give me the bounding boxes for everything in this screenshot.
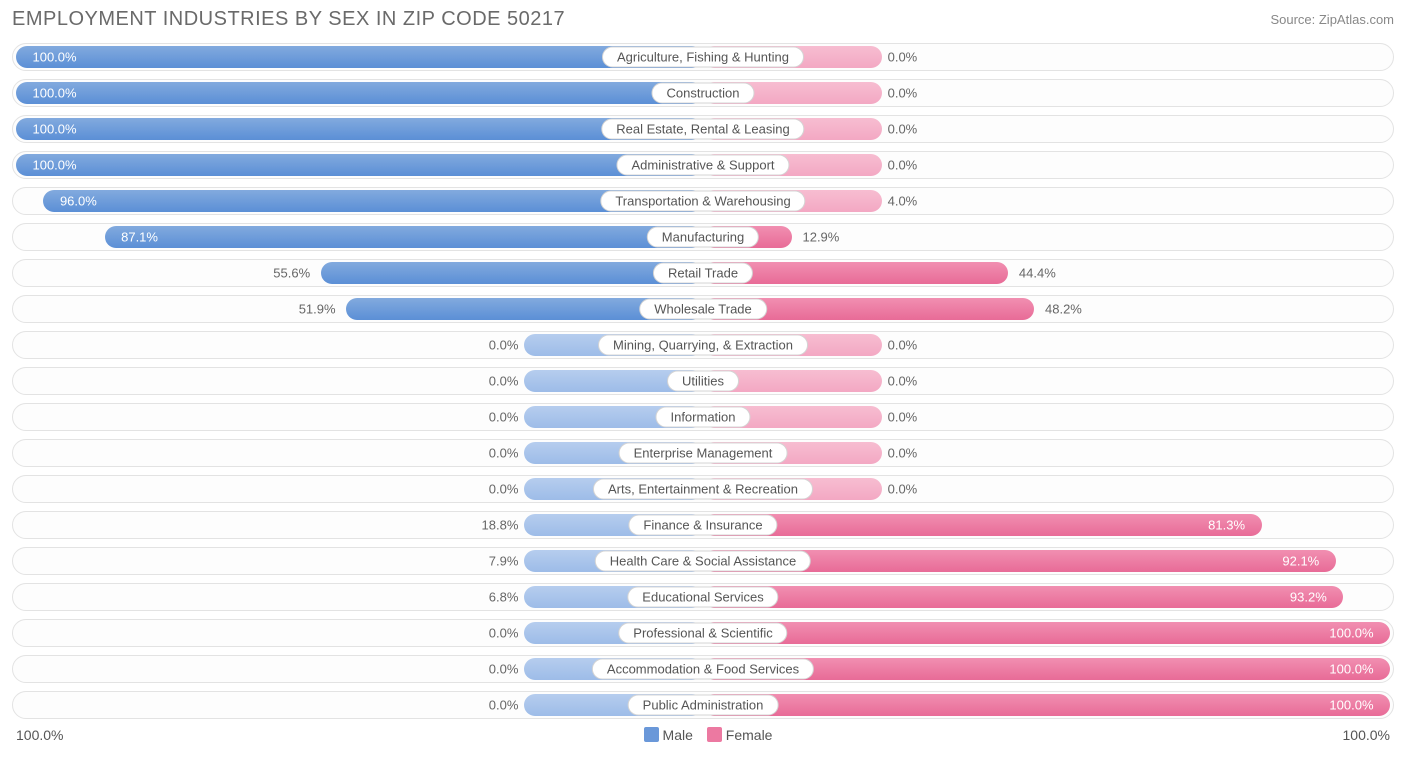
chart-row: 96.0% 4.0% Transportation & Warehousing <box>12 187 1394 215</box>
chart-row: 0.0% 100.0% Accommodation & Food Services <box>12 655 1394 683</box>
value-female: 0.0% <box>888 482 918 497</box>
bar-female <box>703 694 1390 716</box>
chart-row: 6.8% 93.2% Educational Services <box>12 583 1394 611</box>
category-label: Manufacturing <box>647 227 759 248</box>
category-label: Transportation & Warehousing <box>600 191 805 212</box>
chart-row: 0.0% 0.0% Information <box>12 403 1394 431</box>
value-male: 96.0% <box>60 194 97 209</box>
category-label: Information <box>655 407 750 428</box>
value-male: 6.8% <box>489 590 519 605</box>
value-male: 0.0% <box>489 446 519 461</box>
category-label: Arts, Entertainment & Recreation <box>593 479 813 500</box>
value-male: 0.0% <box>489 698 519 713</box>
category-label: Utilities <box>667 371 739 392</box>
legend-swatch-male <box>644 727 659 742</box>
value-female: 81.3% <box>1208 518 1245 533</box>
category-label: Public Administration <box>628 695 779 716</box>
value-female: 100.0% <box>1329 626 1373 641</box>
bar-male <box>16 154 703 176</box>
bar-male <box>16 118 703 140</box>
legend-swatch-female <box>707 727 722 742</box>
bar-female <box>703 514 1262 536</box>
chart-row: 100.0% 0.0% Construction <box>12 79 1394 107</box>
chart-row: 87.1% 12.9% Manufacturing <box>12 223 1394 251</box>
bar-female <box>703 622 1390 644</box>
value-female: 0.0% <box>888 50 918 65</box>
chart-row: 100.0% 0.0% Administrative & Support <box>12 151 1394 179</box>
category-label: Administrative & Support <box>616 155 789 176</box>
value-female: 0.0% <box>888 158 918 173</box>
diverging-bar-chart: 100.0% 0.0% Agriculture, Fishing & Hunting… <box>12 43 1394 719</box>
value-female: 44.4% <box>1019 266 1056 281</box>
value-male: 0.0% <box>489 482 519 497</box>
value-male: 0.0% <box>489 338 519 353</box>
chart-row: 100.0% 0.0% Real Estate, Rental & Leasing <box>12 115 1394 143</box>
value-male: 0.0% <box>489 662 519 677</box>
chart-row: 55.6% 44.4% Retail Trade <box>12 259 1394 287</box>
chart-row: 0.0% 0.0% Mining, Quarrying, & Extraction <box>12 331 1394 359</box>
chart-title: EMPLOYMENT INDUSTRIES BY SEX IN ZIP CODE… <box>12 8 565 31</box>
value-male: 55.6% <box>273 266 310 281</box>
value-female: 100.0% <box>1329 662 1373 677</box>
category-label: Finance & Insurance <box>628 515 777 536</box>
category-label: Wholesale Trade <box>639 299 767 320</box>
category-label: Construction <box>652 83 755 104</box>
value-female: 0.0% <box>888 86 918 101</box>
chart-row: 100.0% 0.0% Agriculture, Fishing & Hunting <box>12 43 1394 71</box>
value-male: 100.0% <box>32 122 76 137</box>
axis-left-label: 100.0% <box>16 727 63 743</box>
value-female: 92.1% <box>1282 554 1319 569</box>
value-male: 0.0% <box>489 410 519 425</box>
category-label: Mining, Quarrying, & Extraction <box>598 335 808 356</box>
value-female: 4.0% <box>888 194 918 209</box>
value-male: 0.0% <box>489 626 519 641</box>
value-male: 51.9% <box>299 302 336 317</box>
value-female: 0.0% <box>888 338 918 353</box>
source-attribution: Source: ZipAtlas.com <box>1270 12 1394 27</box>
chart-row: 0.0% 100.0% Professional & Scientific <box>12 619 1394 647</box>
value-male: 100.0% <box>32 158 76 173</box>
value-male: 87.1% <box>121 230 158 245</box>
category-label: Agriculture, Fishing & Hunting <box>602 47 804 68</box>
value-male: 7.9% <box>489 554 519 569</box>
bar-female <box>703 586 1343 608</box>
bar-male <box>16 46 703 68</box>
legend: Male Female <box>63 727 1342 743</box>
bar-male <box>16 82 703 104</box>
value-male: 0.0% <box>489 374 519 389</box>
chart-row: 0.0% 100.0% Public Administration <box>12 691 1394 719</box>
category-label: Educational Services <box>627 587 778 608</box>
legend-label-male: Male <box>663 727 693 743</box>
value-female: 48.2% <box>1045 302 1082 317</box>
value-female: 12.9% <box>802 230 839 245</box>
category-label: Health Care & Social Assistance <box>595 551 811 572</box>
category-label: Real Estate, Rental & Leasing <box>601 119 804 140</box>
value-male: 100.0% <box>32 50 76 65</box>
bar-male <box>321 262 703 284</box>
value-female: 0.0% <box>888 410 918 425</box>
category-label: Retail Trade <box>653 263 753 284</box>
value-female: 0.0% <box>888 122 918 137</box>
value-female: 93.2% <box>1290 590 1327 605</box>
category-label: Professional & Scientific <box>618 623 787 644</box>
value-female: 100.0% <box>1329 698 1373 713</box>
chart-row: 51.9% 48.2% Wholesale Trade <box>12 295 1394 323</box>
value-female: 0.0% <box>888 446 918 461</box>
value-female: 0.0% <box>888 374 918 389</box>
chart-row: 0.0% 0.0% Utilities <box>12 367 1394 395</box>
chart-row: 0.0% 0.0% Enterprise Management <box>12 439 1394 467</box>
bar-male <box>105 226 703 248</box>
category-label: Enterprise Management <box>619 443 788 464</box>
category-label: Accommodation & Food Services <box>592 659 814 680</box>
legend-label-female: Female <box>726 727 773 743</box>
chart-row: 0.0% 0.0% Arts, Entertainment & Recreation <box>12 475 1394 503</box>
value-male: 100.0% <box>32 86 76 101</box>
chart-footer: 100.0% Male Female 100.0% <box>12 727 1394 743</box>
chart-row: 18.8% 81.3% Finance & Insurance <box>12 511 1394 539</box>
value-male: 18.8% <box>482 518 519 533</box>
chart-row: 7.9% 92.1% Health Care & Social Assistance <box>12 547 1394 575</box>
axis-right-label: 100.0% <box>1343 727 1390 743</box>
